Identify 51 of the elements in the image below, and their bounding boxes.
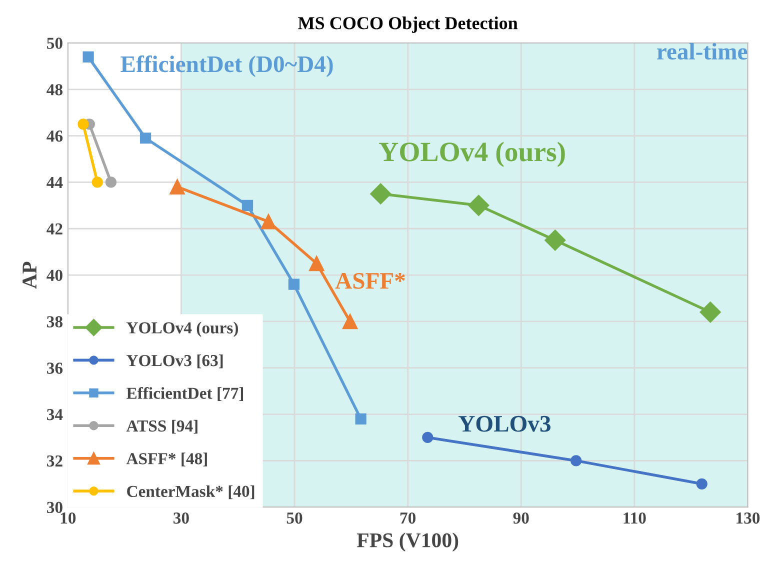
y-tick-label: 30 — [47, 502, 62, 514]
point — [700, 302, 721, 323]
x-tick-label: 50 — [286, 512, 302, 524]
point — [570, 455, 582, 466]
y-tick-label: 48 — [46, 84, 62, 96]
annotation: YOLOv3 — [458, 416, 550, 432]
y-tick-label: 34 — [47, 409, 63, 420]
x-tick-label: 130 — [736, 512, 760, 524]
y-tick-label: 50 — [47, 38, 62, 49]
annotation: YOLOv4 (ours) — [379, 142, 565, 167]
y-tick-label: 36 — [47, 362, 63, 374]
y-tick-label: 40 — [46, 270, 62, 281]
point — [468, 194, 490, 216]
legend-label: ASFF* [48] — [126, 452, 207, 466]
y-tick-label: 38 — [47, 316, 62, 328]
legend-label: ATSS [94] — [126, 420, 198, 434]
point — [140, 132, 152, 144]
x-tick-label: 10 — [60, 512, 76, 524]
y-tick-label: 44 — [46, 177, 63, 188]
point — [696, 478, 708, 490]
point — [82, 51, 94, 62]
point — [242, 200, 254, 211]
point — [370, 183, 392, 204]
x-axis-title: FPS (V100) — [356, 532, 458, 552]
point — [308, 256, 324, 272]
point — [170, 179, 185, 194]
point — [105, 176, 117, 188]
point — [355, 413, 366, 424]
band-label: real-time — [657, 42, 748, 60]
point — [544, 230, 566, 251]
y-axis-title: AP — [22, 262, 36, 289]
x-tick-label: 70 — [400, 512, 416, 524]
point — [422, 432, 434, 444]
y-tick-label: 42 — [46, 223, 62, 234]
legend-label: EfficientDet [77] — [126, 387, 244, 401]
point — [78, 118, 89, 130]
x-tick-label: 110 — [624, 512, 646, 524]
chart-title: MS COCO Object Detection — [298, 16, 518, 33]
annotation: ASFF* — [335, 272, 405, 289]
x-tick-label: 30 — [174, 512, 189, 524]
legend-label: CenterMask* [40] — [127, 485, 254, 500]
y-tick-label: 32 — [47, 455, 62, 467]
y-tick-label: 46 — [46, 130, 63, 142]
point — [342, 314, 358, 330]
x-tick-label: 90 — [513, 512, 529, 524]
point — [92, 176, 103, 188]
legend-label: YOLOv3 [63] — [126, 354, 223, 368]
point — [260, 214, 276, 230]
point — [288, 278, 300, 290]
legend-label: YOLOv4 (ours) — [126, 322, 238, 337]
annotation: EfficientDet (D0~D4) — [120, 55, 333, 78]
